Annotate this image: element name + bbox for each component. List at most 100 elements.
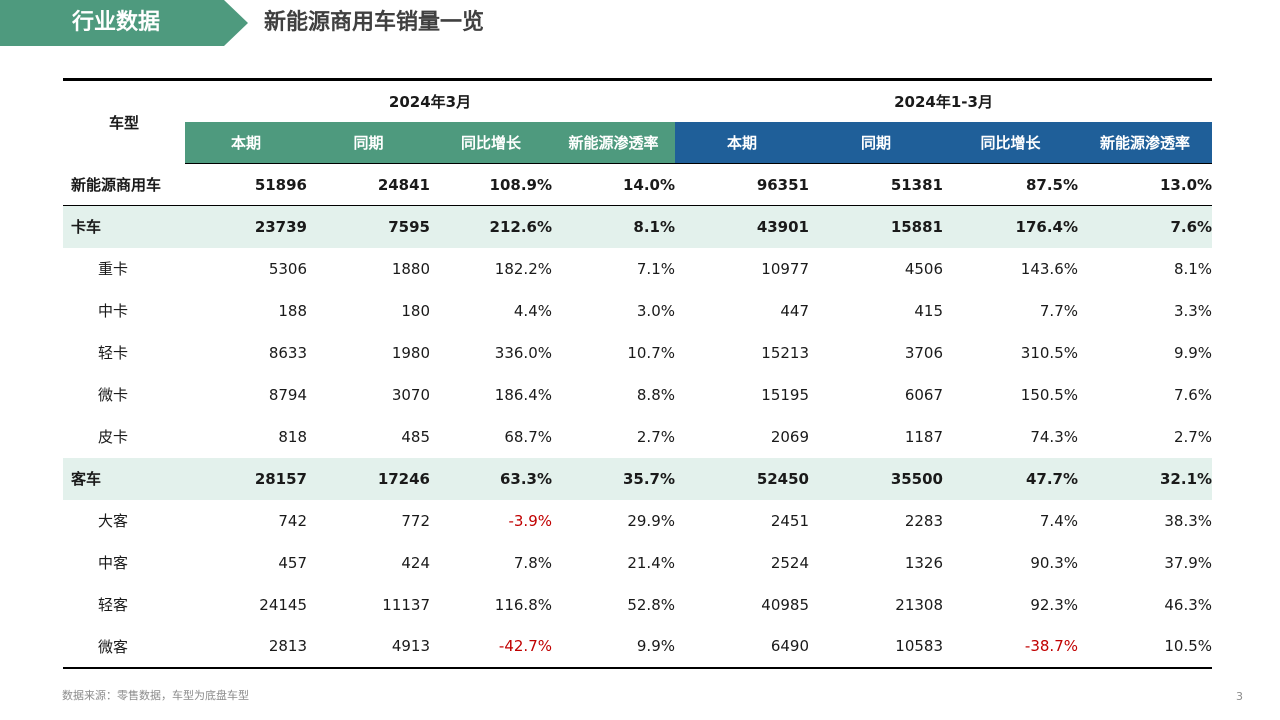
table-cell: 47.7% (943, 457, 1078, 500)
table-cell: 6067 (904, 385, 943, 404)
sub-header: 同比增长 (943, 121, 1078, 164)
table-cell: 3.3% (1173, 301, 1213, 320)
table-cell: 7.4% (1039, 511, 1078, 530)
sub-header: 同期 (809, 121, 943, 164)
table-cell: 424 (401, 553, 430, 572)
row-label: 大客 (98, 512, 129, 530)
type-header: 车型 (108, 113, 139, 132)
table-cell: 14.0% (552, 163, 675, 206)
table-cell: 742 (278, 511, 307, 530)
table-cell: 87.5% (943, 163, 1078, 206)
sales-table-container: 车型 2024年3月 2024年1-3月 本期 同期 同比增长 新能源渗透率 本… (63, 78, 1213, 669)
table-row: 微客 2813 4913 -42.7% 9.9% 6490 10583 -38.7% 10.5% (63, 625, 1213, 669)
table-cell: 180 (401, 301, 430, 320)
table-cell: 485 (401, 427, 430, 446)
table-cell: 212.6% (430, 205, 552, 248)
table-cell: 1326 (904, 553, 943, 572)
table-cell: 2069 (770, 427, 809, 446)
table-cell: 51381 (809, 163, 943, 206)
period-header-ytd: 2024年1-3月 (894, 92, 993, 111)
table-cell: 186.4% (494, 385, 552, 404)
table-cell: 51896 (185, 163, 307, 206)
table-cell: 10.7% (627, 343, 675, 362)
table-cell: 1880 (391, 259, 430, 278)
table-cell: 2.7% (1173, 427, 1213, 446)
table-cell: 24145 (259, 595, 307, 614)
table-cell: 63.3% (430, 457, 552, 500)
row-label: 微客 (63, 625, 185, 669)
table-row: 中卡 188 180 4.4% 3.0% 447 415 7.7% 3.3% (63, 290, 1212, 332)
table-cell: 37.9% (1164, 553, 1213, 572)
table-cell: 11137 (382, 595, 430, 614)
table-cell: 4506 (904, 259, 943, 278)
table-cell: 43901 (675, 205, 809, 248)
table-cell: 28157 (185, 457, 307, 500)
table-row: 卡车 23739 7595 212.6% 8.1% 43901 15881 176.4% 7.6… (63, 205, 1213, 248)
table-cell: 7.6% (1078, 205, 1213, 248)
table-cell: 3.0% (636, 301, 675, 320)
table-row: 微卡 8794 3070 186.4% 8.8% 15195 6067 150.5% 7.6% (63, 374, 1212, 416)
table-cell: 5306 (268, 259, 307, 278)
page-title: 新能源商用车销量一览 (264, 10, 485, 35)
table-row: 轻客 24145 11137 116.8% 52.8% 40985 21308 92.3% 46… (63, 584, 1212, 626)
sub-header: 同期 (307, 121, 430, 164)
row-label: 轻卡 (98, 344, 129, 362)
table-cell: 3706 (904, 343, 943, 362)
table-row: 皮卡 818 485 68.7% 2.7% 2069 1187 74.3% 2.7% (63, 416, 1212, 458)
table-cell: 8.8% (636, 385, 675, 404)
sales-table: 车型 2024年3月 2024年1-3月 本期 同期 同比增长 新能源渗透率 本… (63, 78, 1213, 669)
sub-header: 本期 (185, 121, 307, 164)
row-label: 中客 (98, 554, 129, 572)
table-cell: 1980 (391, 343, 430, 362)
table-cell: 772 (401, 511, 430, 530)
table-cell: -3.9% (508, 511, 552, 530)
table-cell: 52450 (675, 457, 809, 500)
table-cell: 23739 (185, 205, 307, 248)
table-cell: 8.1% (1173, 259, 1213, 278)
row-label: 客车 (63, 457, 185, 500)
table-cell: 17246 (307, 457, 430, 500)
table-cell: 7.7% (1039, 301, 1078, 320)
table-cell: 108.9% (430, 163, 552, 206)
table-cell: 1187 (904, 427, 943, 446)
table-cell: 68.7% (504, 427, 552, 446)
sub-header: 新能源渗透率 (1078, 121, 1213, 164)
table-cell: 818 (278, 427, 307, 446)
row-label: 微卡 (98, 386, 129, 404)
table-row: 中客 457 424 7.8% 21.4% 2524 1326 90.3% 37.9% (63, 542, 1212, 584)
table-cell: 92.3% (1030, 595, 1078, 614)
table-cell: 2283 (904, 511, 943, 530)
table-cell: -38.7% (943, 625, 1078, 669)
row-label: 卡车 (63, 205, 185, 248)
table-cell: 116.8% (494, 595, 552, 614)
table-cell: 24841 (307, 163, 430, 206)
table-cell: 8633 (268, 343, 307, 362)
table-cell: 15213 (761, 343, 809, 362)
page-number: 3 (1236, 690, 1243, 703)
table-cell: 35500 (809, 457, 943, 500)
table-cell: 32.1% (1078, 457, 1213, 500)
table-cell: 2451 (770, 511, 809, 530)
table-row: 轻卡 8633 1980 336.0% 10.7% 15213 3706 310.5% 9.9% (63, 332, 1212, 374)
data-source-note: 数据来源：零售数据，车型为底盘车型 (62, 689, 249, 702)
table-cell: 15881 (809, 205, 943, 248)
table-cell: 74.3% (1030, 427, 1078, 446)
table-cell: 8794 (268, 385, 307, 404)
table-cell: 2813 (185, 625, 307, 669)
table-cell: 176.4% (943, 205, 1078, 248)
table-cell: 4913 (307, 625, 430, 669)
table-cell: 96351 (675, 163, 809, 206)
table-cell: 4.4% (513, 301, 552, 320)
table-body: 新能源商用车 51896 24841 108.9% 14.0% 96351 51381 87.… (63, 163, 1213, 669)
table-cell: 29.9% (627, 511, 675, 530)
section-tag: 行业数据 (0, 0, 248, 46)
table-cell: 7.8% (513, 553, 552, 572)
table-cell: 336.0% (494, 343, 552, 362)
table-cell: 447 (780, 301, 809, 320)
period-header-month: 2024年3月 (388, 92, 472, 111)
table-cell: 457 (278, 553, 307, 572)
table-cell: 6490 (675, 625, 809, 669)
table-cell: 150.5% (1020, 385, 1078, 404)
table-cell: 10583 (809, 625, 943, 669)
table-cell: 38.3% (1164, 511, 1213, 530)
